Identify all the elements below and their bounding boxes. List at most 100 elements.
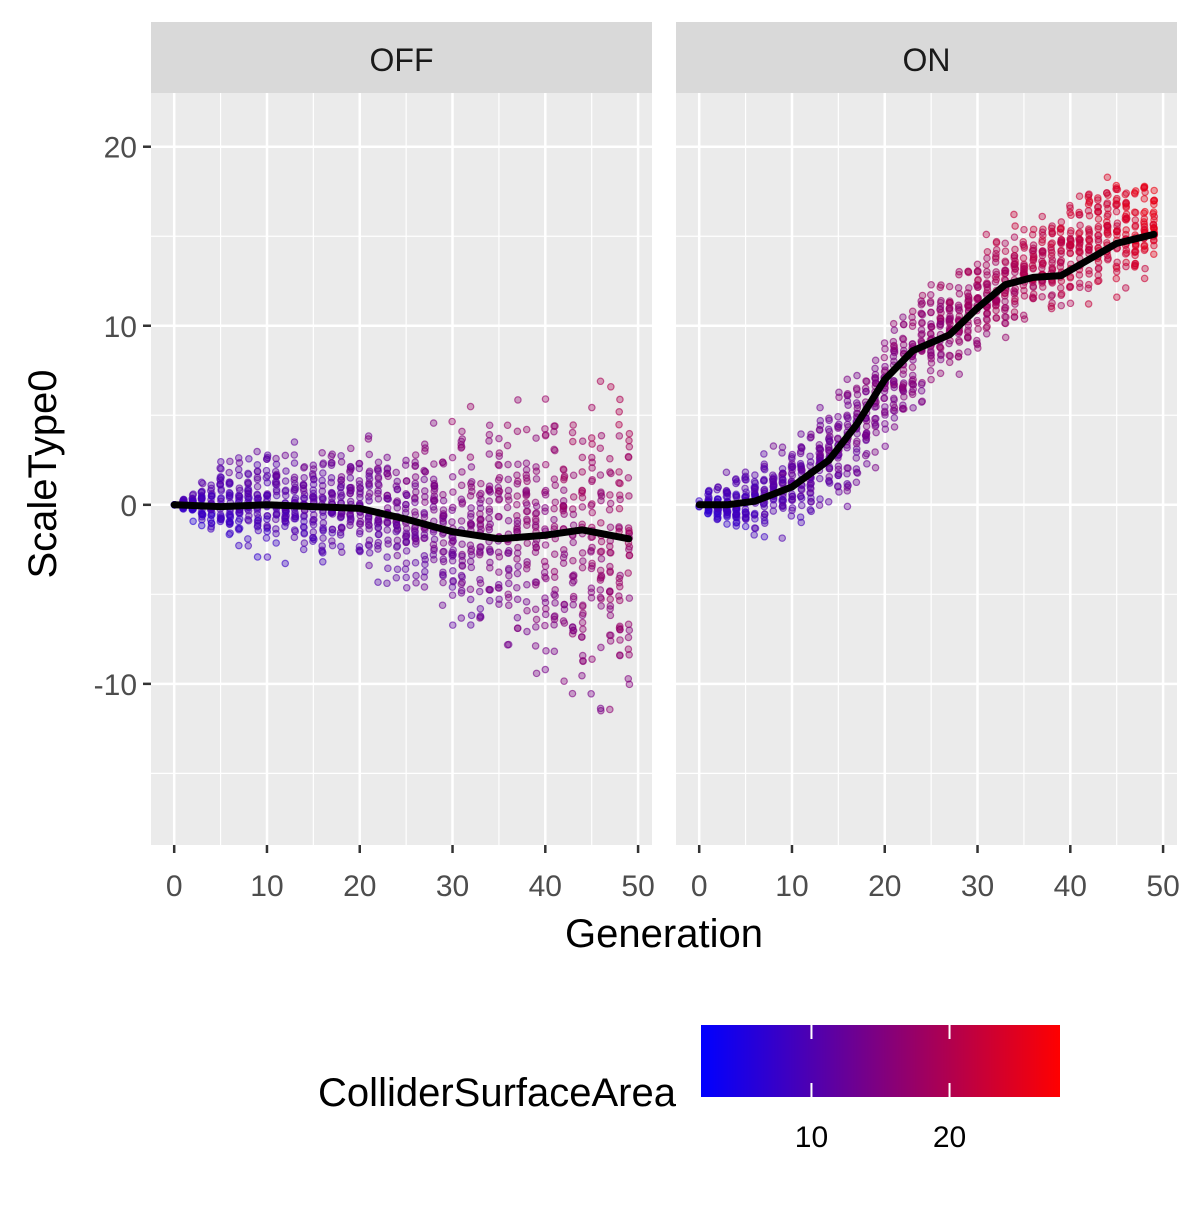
data-point: [797, 494, 806, 503]
data-point: [439, 578, 447, 587]
data-point: [1057, 246, 1066, 255]
data-point: [843, 483, 852, 492]
data-point: [861, 431, 870, 440]
data-point: [198, 510, 207, 519]
data-point: [355, 477, 364, 485]
data-point: [983, 254, 991, 263]
data-point: [908, 379, 916, 388]
data-point: [449, 567, 457, 575]
data-point: [750, 524, 759, 532]
data-point: [578, 503, 587, 511]
data-point: [245, 454, 253, 463]
data-point: [1085, 235, 1094, 244]
data-point: [1010, 297, 1019, 306]
data-point: [448, 621, 457, 629]
data-point: [346, 474, 355, 482]
data-point: [476, 612, 485, 620]
data-point: [723, 508, 731, 517]
data-point: [872, 428, 880, 437]
data-point: [374, 578, 382, 587]
data-point: [412, 579, 420, 587]
data-point: [290, 451, 299, 459]
data-point: [1047, 252, 1056, 260]
data-point: [881, 419, 889, 428]
data-point: [523, 580, 531, 589]
data-point: [514, 460, 522, 469]
data-point: [309, 533, 318, 542]
data-point: [1140, 225, 1149, 234]
data-point: [411, 558, 420, 567]
x-tick-label: 30: [961, 870, 994, 903]
data-point: [430, 506, 438, 514]
data-point: [300, 529, 309, 537]
data-point: [852, 468, 861, 477]
data-point: [467, 487, 476, 496]
data-point: [807, 498, 815, 506]
data-point: [466, 595, 475, 604]
data-point: [606, 595, 615, 603]
data-point: [217, 457, 225, 466]
data-point: [1075, 228, 1084, 237]
data-point: [467, 504, 475, 512]
data-point: [272, 539, 280, 547]
data-point: [862, 377, 871, 386]
data-point: [458, 573, 466, 581]
data-point: [1094, 231, 1102, 240]
data-point: [1056, 238, 1065, 247]
data-point: [383, 491, 392, 500]
data-point: [927, 308, 935, 317]
data-point: [346, 521, 354, 530]
data-point: [796, 459, 805, 468]
data-point: [992, 239, 1001, 247]
data-point: [514, 396, 522, 404]
data-point: [825, 464, 834, 473]
facet-strip-label: ON: [903, 42, 951, 78]
data-point: [541, 425, 549, 433]
data-point: [319, 459, 328, 467]
data-point: [244, 469, 252, 478]
data-point: [485, 514, 493, 523]
legend-colorbar: [701, 1025, 1060, 1097]
data-point: [1121, 284, 1130, 292]
data-point: [1150, 241, 1158, 250]
data-point: [890, 326, 899, 335]
data-point: [768, 471, 777, 479]
data-point: [541, 541, 550, 549]
data-point: [467, 520, 475, 528]
data-point: [625, 594, 634, 602]
data-point: [503, 421, 512, 430]
data-point: [1048, 263, 1056, 272]
data-point: [1076, 248, 1084, 257]
data-point: [973, 336, 981, 345]
data-point: [300, 473, 308, 482]
data-point: [458, 562, 467, 570]
data-point: [1113, 219, 1122, 227]
data-point: [889, 319, 898, 328]
data-point: [458, 435, 467, 443]
data-point: [197, 478, 206, 487]
data-point: [1094, 264, 1103, 272]
data-point: [244, 485, 253, 493]
data-point: [300, 523, 308, 532]
data-point: [615, 574, 624, 583]
data-point: [234, 465, 243, 474]
data-point: [1066, 201, 1074, 210]
data-point: [522, 459, 531, 467]
data-point: [992, 268, 1000, 276]
data-point: [900, 320, 908, 329]
data-point: [420, 510, 429, 519]
data-point: [578, 602, 587, 611]
data-point: [596, 586, 605, 594]
data-point: [597, 489, 605, 498]
data-point: [188, 495, 197, 503]
data-point: [551, 422, 559, 430]
points-layer: [170, 377, 634, 715]
data-point: [1048, 279, 1057, 287]
data-point: [1085, 190, 1093, 198]
data-point: [616, 395, 624, 404]
data-point: [596, 377, 605, 386]
data-point: [1141, 264, 1149, 273]
data-point: [596, 576, 605, 584]
data-point: [1038, 293, 1046, 301]
data-point: [225, 480, 234, 488]
